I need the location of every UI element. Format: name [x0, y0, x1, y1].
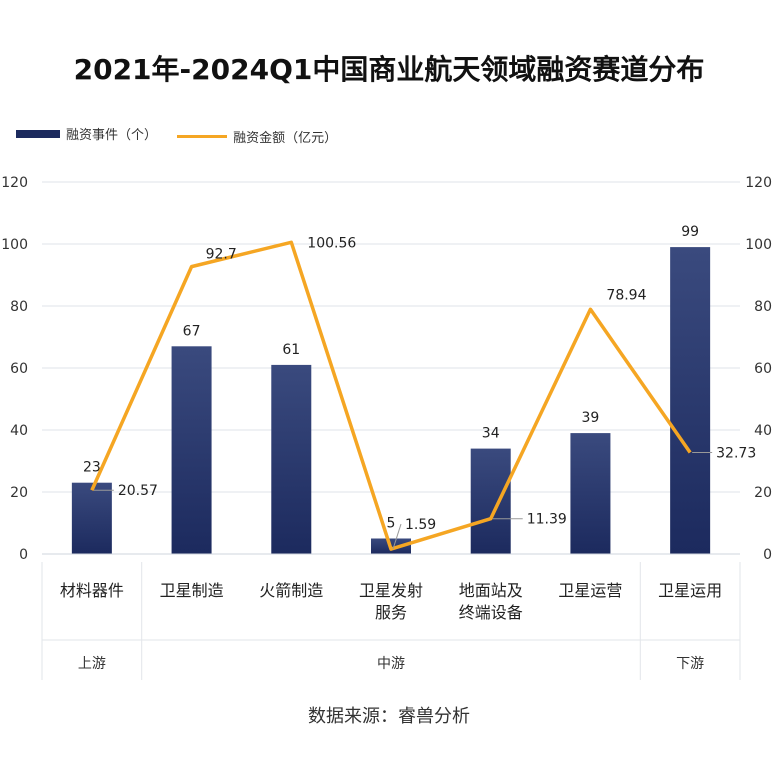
legend-item-line: 融资金额（亿元）	[177, 127, 337, 146]
line-series	[90, 240, 692, 551]
bar-value-label: 5	[387, 516, 396, 532]
bar-value-label: 23	[83, 460, 101, 476]
line-value-label: 1.59	[405, 517, 436, 533]
line-label-leader	[392, 523, 402, 550]
line-value-label: 78.94	[606, 287, 646, 303]
y-tick-label-right: 80	[754, 299, 772, 315]
bar-value-label: 39	[582, 410, 600, 426]
bar-value-label: 34	[482, 426, 500, 442]
bar-value-label: 67	[183, 323, 201, 339]
y-tick-label-right: 0	[763, 547, 772, 563]
x-tick-label: 卫星制造	[160, 581, 224, 600]
x-tick-label: 卫星发射	[359, 581, 423, 600]
legend-bar-swatch	[16, 129, 60, 138]
y-tick-label-left: 60	[10, 361, 28, 377]
bar-value-label: 99	[681, 224, 699, 240]
bar	[470, 448, 511, 554]
chart-title: 2021年-2024Q1中国商业航天领域融资赛道分布	[73, 53, 705, 86]
legend-bar-label: 融资事件（个）	[66, 128, 158, 143]
bar	[670, 247, 711, 554]
bar	[570, 433, 611, 554]
y-tick-label-right: 100	[745, 237, 772, 253]
line-value-label: 100.56	[307, 235, 356, 251]
y-tick-label-left: 20	[10, 485, 28, 501]
source-note: 数据来源：睿兽分析	[308, 706, 470, 727]
x-tick-label: 卫星运用	[658, 581, 722, 600]
legend-item-bar: 融资事件（个）	[16, 124, 157, 143]
y-tick-label-right: 20	[754, 485, 772, 501]
y-tick-label-left: 120	[1, 175, 28, 191]
y-tick-label-left: 80	[10, 299, 28, 315]
x-tick-label: 火箭制造	[259, 581, 323, 600]
line-value-label: 32.73	[716, 446, 756, 462]
y-tick-label-right: 40	[754, 423, 772, 439]
line-value-label: 92.7	[206, 247, 237, 263]
y-tick-label-left: 40	[10, 423, 28, 439]
group-label: 上游	[78, 656, 106, 672]
legend-line-swatch	[177, 134, 228, 138]
line-value-label: 20.57	[118, 483, 158, 499]
group-label: 中游	[377, 656, 405, 672]
bar	[271, 364, 312, 554]
bar	[171, 346, 212, 554]
x-tick-label: 服务	[375, 603, 407, 622]
group-label: 下游	[676, 656, 704, 672]
y-tick-label-left: 0	[19, 547, 28, 563]
legend: 融资事件（个） 融资金额（亿元）	[16, 124, 353, 146]
x-tick-label: 终端设备	[459, 603, 523, 622]
bar-value-label: 61	[282, 342, 300, 358]
y-tick-label-right: 60	[754, 361, 772, 377]
y-tick-label-right: 120	[745, 175, 772, 191]
x-tick-label: 地面站及	[459, 581, 523, 600]
line-value-label: 11.39	[527, 512, 567, 528]
legend-line-label: 融资金额（亿元）	[233, 130, 338, 146]
x-tick-label: 材料器件	[60, 581, 124, 600]
chart-area: 0 0 20 20 40 40 60 60 80 80 100 100 120 120 23 67 61 5 34 3…	[1, 175, 772, 680]
x-tick-label: 卫星运营	[558, 581, 622, 600]
bar	[71, 482, 112, 554]
y-tick-label-left: 100	[1, 237, 28, 253]
